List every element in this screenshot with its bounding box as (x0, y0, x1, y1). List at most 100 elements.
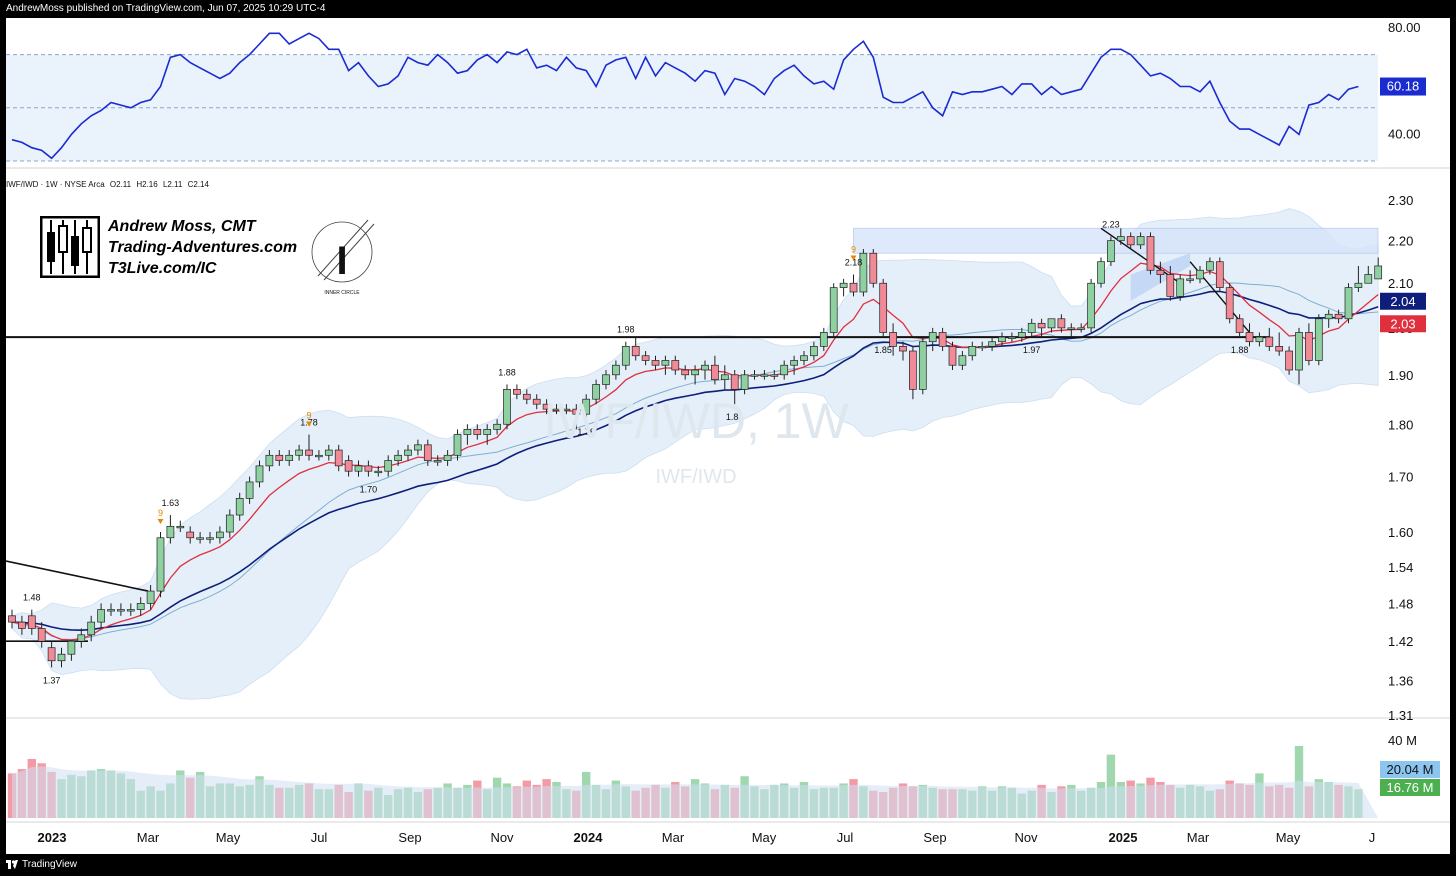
candle (18, 615, 26, 635)
candle-body-up (414, 444, 422, 451)
site-link-2: T3Live.com/IC (108, 260, 217, 277)
candle (1354, 265, 1363, 292)
candle-body-up (216, 531, 224, 539)
candle (1344, 283, 1353, 324)
candle-body-down (1156, 269, 1165, 275)
candle-body-up (918, 341, 927, 390)
candle (97, 603, 105, 629)
candle-body-up (790, 360, 798, 366)
candle-body-down (532, 398, 541, 405)
candle-body-up (394, 454, 402, 461)
candle (651, 355, 660, 371)
candle (1047, 318, 1056, 333)
candle (998, 332, 1006, 347)
candle (532, 394, 541, 410)
candle (67, 640, 76, 661)
candle-body-down (305, 449, 313, 456)
swing-price-label: 1.48 (23, 593, 41, 603)
candle (582, 394, 591, 420)
candle-body-up (1077, 327, 1086, 330)
candle (1196, 265, 1204, 284)
price-tick-label: 1.80 (1388, 417, 1413, 432)
candle-body-down (423, 444, 432, 461)
candle-body-up (107, 609, 115, 612)
candle (948, 341, 957, 371)
candle-body-up (77, 634, 86, 642)
candle (57, 647, 66, 668)
candle (760, 370, 769, 380)
candle (988, 337, 996, 352)
candle (1225, 283, 1234, 324)
volume-value-label: 16.76 M (1387, 780, 1434, 795)
candle (1008, 332, 1016, 342)
bollinger-band (11, 208, 1379, 700)
candle-body-down (869, 252, 878, 284)
swing-price-label: 1.84 (726, 412, 744, 422)
author-name: Andrew Moss, CMT (108, 218, 256, 235)
price-tick-label: 2.20 (1388, 234, 1413, 249)
candle-body-up (354, 465, 363, 472)
candle-body-down (631, 346, 640, 357)
candle-body-up (621, 346, 630, 366)
candle (146, 585, 155, 610)
candle-body-up (928, 332, 937, 343)
candle-body-up (146, 590, 155, 604)
time-axis-label: Nov (490, 830, 514, 845)
candle (27, 609, 36, 635)
signal-marker-icon (850, 255, 857, 261)
candle (631, 337, 640, 361)
candle-body-down (938, 332, 947, 347)
branding-block: Andrew Moss, CMT Trading-Adventures.com … (39, 215, 297, 283)
price-tick-label: 1.48 (1388, 596, 1413, 611)
candle-body-down (473, 429, 482, 435)
candle-body-up (562, 408, 571, 411)
candle (1285, 346, 1293, 375)
candle (780, 360, 789, 380)
candle (196, 532, 204, 544)
candle-body-up (968, 346, 977, 357)
candle (453, 429, 462, 461)
candle (918, 337, 927, 395)
candle (285, 450, 294, 466)
price-tick-label: 1.31 (1388, 708, 1413, 723)
candle-body-up (691, 369, 699, 376)
chart-canvas[interactable]: 80.0040.0060.181.371.481.631.781.701.881… (5, 18, 1450, 854)
candle-body-down (730, 374, 739, 390)
swing-price-label: 1.88 (498, 367, 516, 377)
time-axis-label: 2025 (1109, 830, 1138, 845)
candle-body-up (443, 454, 452, 461)
inner-circle-letter-icon: I (336, 239, 347, 283)
legend-symbol: IWF/IWD · 1W · NYSE Arca (6, 180, 105, 189)
candle-body-up (136, 603, 145, 610)
candle-body-down (1275, 346, 1284, 352)
legend-close: C2.14 (187, 180, 209, 189)
candle-body-up (859, 252, 868, 293)
candle-body-up (740, 374, 749, 390)
candle (968, 341, 977, 361)
watermark-subtitle: IWF/IWD (655, 466, 736, 488)
tradingview-logo-icon (6, 860, 18, 869)
candle (354, 460, 363, 477)
candle (661, 355, 670, 375)
candle (394, 450, 402, 466)
candle (879, 278, 888, 338)
swing-price-label: 1.85 (874, 345, 892, 355)
candle-body-down (1166, 274, 1175, 297)
candle-body-up (998, 336, 1006, 343)
candle-body-up (1027, 322, 1036, 333)
volume-average-label: 20.04 M (1387, 762, 1434, 777)
candle-body-up (1196, 269, 1204, 280)
candle-body-up (1047, 318, 1056, 329)
candle-body-down (849, 282, 858, 293)
time-axis-label: May (216, 830, 241, 845)
candle-body-up (978, 346, 987, 349)
candle-body-up (1364, 274, 1373, 284)
candle-body-down (572, 408, 581, 415)
candle (542, 399, 551, 415)
candle (1017, 327, 1026, 342)
candle-body-up (1186, 278, 1194, 281)
downtrend-line (1100, 227, 1181, 284)
candle (384, 455, 393, 477)
candle-body-up (255, 465, 264, 483)
candle (1334, 309, 1343, 324)
